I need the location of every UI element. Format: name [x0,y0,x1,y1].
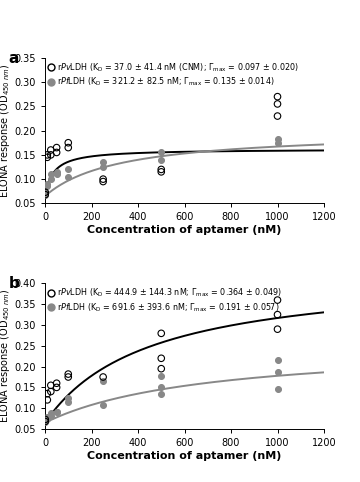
Point [275,311,280,319]
Point [158,372,164,380]
Point [42,416,48,424]
Point [66,166,71,174]
Point [66,173,71,181]
Point [48,381,54,389]
Point [158,168,164,176]
Point [275,100,280,108]
Point [66,398,71,406]
Point [66,373,71,381]
X-axis label: Concentration of aptamer (nM): Concentration of aptamer (nM) [87,225,282,235]
Point [275,357,280,364]
Point [48,175,54,183]
Point [275,112,280,120]
Point [158,384,164,391]
Point [158,390,164,398]
Point [54,379,59,387]
Point [66,144,71,151]
Point [44,180,50,188]
Point [42,415,48,423]
Point [275,296,280,304]
Point [66,370,71,378]
Point [54,148,59,156]
Point [158,148,164,156]
Point [44,153,50,161]
Point [158,166,164,174]
Point [48,412,54,419]
Point [158,365,164,373]
Point [100,178,106,186]
Point [275,386,280,393]
Point [42,189,48,197]
Point [48,151,54,159]
Point [44,396,50,404]
Point [100,377,106,385]
Point [275,325,280,333]
Point [100,401,106,409]
Point [42,191,48,199]
Point [54,384,59,391]
Text: b: b [9,276,19,291]
Point [42,418,48,426]
Text: a: a [9,51,19,66]
Point [44,415,50,423]
Point [42,188,48,196]
Legend: r$Pv$LDH (K$_\mathrm{D}$ = 444.9 ± 144.3 nM; $\Gamma_\mathrm{max}$ = 0.364 ± 0.0: r$Pv$LDH (K$_\mathrm{D}$ = 444.9 ± 144.3… [46,285,284,315]
Point [158,156,164,163]
Y-axis label: ELONA response (OD$_{450\ nm}$): ELONA response (OD$_{450\ nm}$) [0,64,12,198]
Point [54,408,59,416]
Point [100,158,106,166]
Point [54,408,59,415]
Point [42,417,48,425]
Point [48,409,54,417]
Point [54,171,59,178]
X-axis label: Concentration of aptamer (nM): Concentration of aptamer (nM) [87,451,282,461]
Point [44,414,50,421]
Point [66,394,71,402]
Point [66,139,71,147]
Point [158,330,164,337]
Point [100,163,106,171]
Point [100,373,106,381]
Point [44,151,50,159]
Point [44,183,50,190]
Point [48,171,54,178]
Y-axis label: ELONA response (OD$_{450\ nm}$): ELONA response (OD$_{450\ nm}$) [0,289,12,423]
Point [275,139,280,147]
Point [54,168,59,176]
Point [275,93,280,101]
Point [48,388,54,395]
Point [100,175,106,183]
Point [42,191,48,199]
Point [44,390,50,398]
Legend: r$Pv$LDH (K$_\mathrm{D}$ = 37.0 ± 41.4 nM (CNM); $\Gamma_\mathrm{max}$ = 0.097 ±: r$Pv$LDH (K$_\mathrm{D}$ = 37.0 ± 41.4 n… [46,59,301,90]
Point [54,144,59,151]
Point [158,354,164,362]
Point [275,135,280,143]
Point [48,146,54,154]
Point [275,368,280,376]
